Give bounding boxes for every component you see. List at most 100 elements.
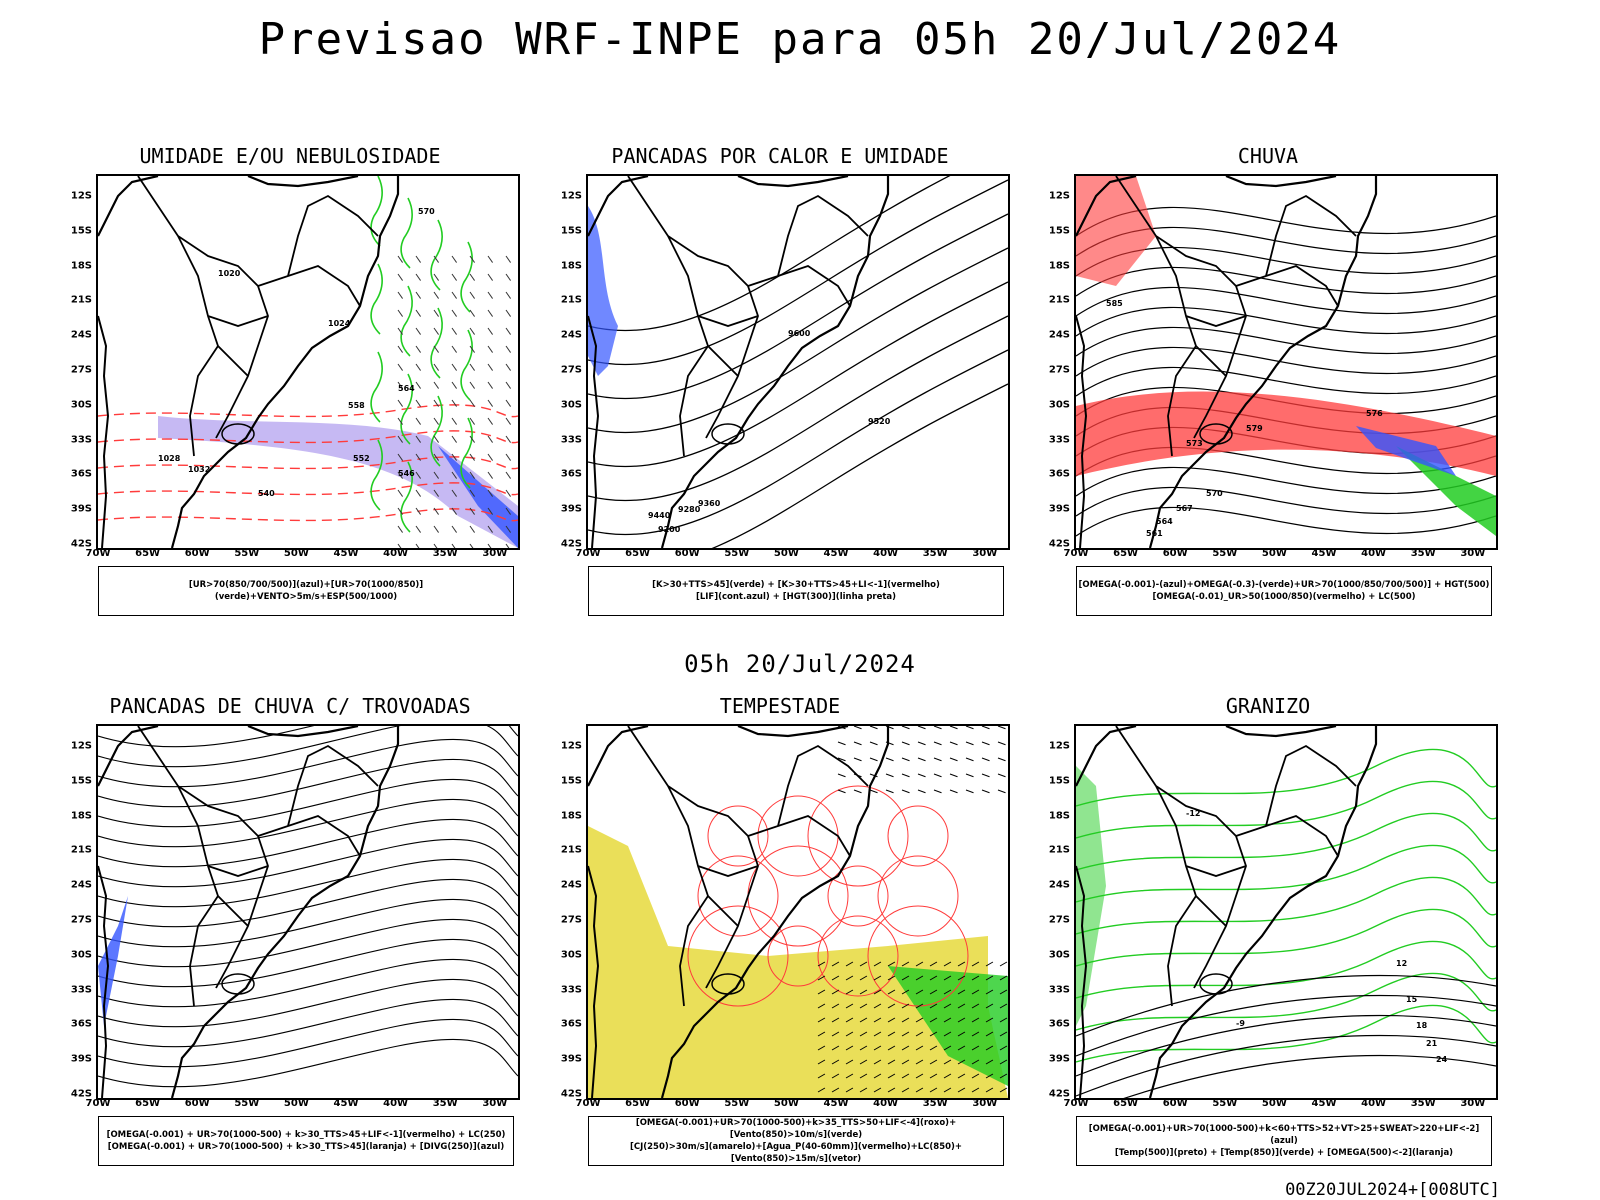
contour-label: -9 xyxy=(1236,1019,1245,1028)
streamline xyxy=(98,918,518,968)
contour-label: 21 xyxy=(1426,1039,1438,1048)
longitude-axis: 70W 65W 60W 55W 50W 45W 40W 35W 30W xyxy=(86,1098,520,1112)
contour-label: -12 xyxy=(1186,809,1200,818)
wind-vector xyxy=(859,1003,868,1009)
wind-vector xyxy=(487,291,493,299)
lon-tick-label: 65W xyxy=(1113,548,1139,559)
lon-tick-label: 50W xyxy=(283,548,309,559)
wind-vector xyxy=(469,327,475,335)
wind-vector xyxy=(949,773,958,778)
lon-tick-label: 70W xyxy=(1063,1098,1089,1109)
lat-tick-label: 27S xyxy=(70,364,92,376)
wind-vector xyxy=(505,309,511,317)
legend-line: [OMEGA(-0.01)_UR>50(1000/850)(vermelho) … xyxy=(1152,592,1416,602)
lat-tick-label: 39S xyxy=(560,1053,582,1065)
lat-tick-label: 21S xyxy=(70,844,92,856)
lon-tick-label: 30W xyxy=(972,548,998,559)
wind-vector xyxy=(451,327,457,335)
wind-vector xyxy=(397,435,403,443)
wind-vector xyxy=(929,1031,938,1037)
temp850-contour xyxy=(1076,972,1496,1031)
streamline xyxy=(98,1018,518,1068)
wind-vector xyxy=(837,757,846,762)
contour-label: 552 xyxy=(353,454,370,463)
humidity-contour-green xyxy=(370,351,383,423)
hgt500-contour xyxy=(1076,266,1496,297)
water-contour-red xyxy=(687,905,789,1007)
panel-tempestade: TEMPESTADE 12S 15S 18S 21S 24S 27S 30S 33S 36S 39… xyxy=(540,694,1020,1174)
wind-vector xyxy=(933,741,942,746)
lon-tick-label: 30W xyxy=(1460,1098,1486,1109)
streamline xyxy=(98,726,518,748)
contour-label: 9360 xyxy=(698,499,721,508)
wind-vector xyxy=(415,471,421,479)
panel-title: GRANIZO xyxy=(1225,694,1311,718)
wind-vector xyxy=(997,773,1006,778)
wind-vector xyxy=(817,1059,826,1065)
wind-vector xyxy=(999,1087,1008,1093)
contour-label: 573 xyxy=(1186,439,1203,448)
wind-vector xyxy=(859,1017,868,1023)
lat-tick-label: 36S xyxy=(70,468,92,480)
wind-vector xyxy=(971,1059,980,1065)
wind-vector xyxy=(505,363,511,371)
lon-tick-label: 60W xyxy=(1162,1098,1188,1109)
wind-vector xyxy=(901,757,910,762)
wind-vector xyxy=(451,255,457,263)
wind-vector xyxy=(957,1017,966,1023)
temp500-contour xyxy=(1123,1054,1496,1098)
panel-legend: [K>30+TTS>45](verde) + [K>30+TTS>45+LI<-… xyxy=(588,566,1004,616)
wind-vector xyxy=(397,453,403,461)
wind-vector xyxy=(869,773,878,778)
wind-vector xyxy=(887,1031,896,1037)
humidity-shading-purple xyxy=(158,416,518,548)
pacific-coastline xyxy=(1076,865,1088,1098)
wind-vector xyxy=(487,471,493,479)
wind-vector xyxy=(487,543,492,548)
wind-vector xyxy=(397,309,403,317)
lagoa-dos-patos xyxy=(1199,973,1233,995)
lat-tick-label: 42S xyxy=(70,538,92,550)
map-frame: 585 579 576 573 570 567 564 561 xyxy=(1074,174,1498,550)
humidity-contour-green xyxy=(460,329,473,401)
wind-vector xyxy=(817,1031,826,1037)
wind-vector xyxy=(397,381,403,389)
country-borders xyxy=(1115,176,1357,457)
wind-vector xyxy=(817,1087,826,1093)
wind-vector xyxy=(415,399,421,407)
wind-vector xyxy=(469,381,475,389)
water-contour-red xyxy=(807,785,909,887)
wind-vector xyxy=(985,1031,994,1037)
humidity-contour-green xyxy=(430,219,443,291)
wind-vector xyxy=(831,975,840,981)
wind-vector xyxy=(469,471,475,479)
map-svg xyxy=(588,726,1008,1098)
pacific-coastline xyxy=(588,865,600,1098)
map-svg xyxy=(98,726,518,1098)
wind-vector xyxy=(397,525,403,533)
wind-vector xyxy=(971,1073,980,1079)
lat-tick-label: 24S xyxy=(70,329,92,341)
panel-umidade: UMIDADE E/OU NEBULOSIDADE 1020 1024 1028 10… xyxy=(50,144,530,624)
thickness-contour xyxy=(98,404,518,418)
wind-vector xyxy=(451,435,457,443)
legend-line: [UR>70(850/700/500)](azul)+[UR>70(1000/8… xyxy=(188,580,424,602)
wind-vector xyxy=(929,1059,938,1065)
lon-tick-label: 55W xyxy=(1212,548,1238,559)
wind-vector xyxy=(985,1045,994,1051)
rain-shading-green xyxy=(1396,446,1496,536)
lat-tick-label: 39S xyxy=(1048,503,1070,515)
wind-vector xyxy=(901,1059,910,1065)
thickness-contour xyxy=(98,430,518,444)
lat-tick-label: 12S xyxy=(1048,740,1070,752)
wind-vector xyxy=(957,1045,966,1051)
panel-title: CHUVA xyxy=(1237,144,1299,168)
hgt500-contour xyxy=(1076,486,1496,517)
wind-vector xyxy=(505,453,511,461)
wind-vector xyxy=(957,1003,966,1009)
lon-tick-label: 70W xyxy=(85,1098,111,1109)
lon-tick-label: 60W xyxy=(1162,548,1188,559)
lat-tick-label: 36S xyxy=(70,1018,92,1030)
wind-vector xyxy=(451,525,457,533)
wind-vector xyxy=(887,1087,896,1093)
